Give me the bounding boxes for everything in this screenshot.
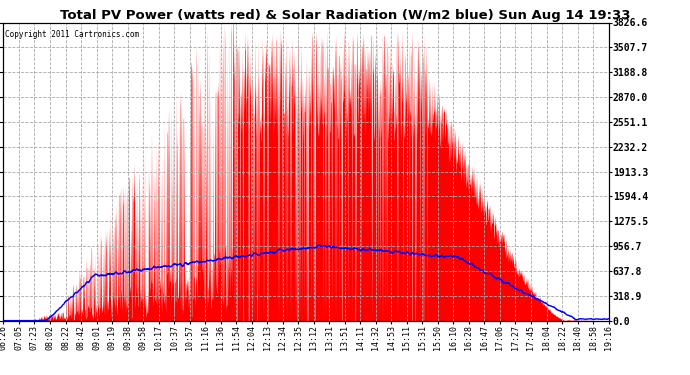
- Text: Copyright 2011 Cartronics.com: Copyright 2011 Cartronics.com: [5, 30, 139, 39]
- Text: Total PV Power (watts red) & Solar Radiation (W/m2 blue) Sun Aug 14 19:33: Total PV Power (watts red) & Solar Radia…: [60, 9, 630, 22]
